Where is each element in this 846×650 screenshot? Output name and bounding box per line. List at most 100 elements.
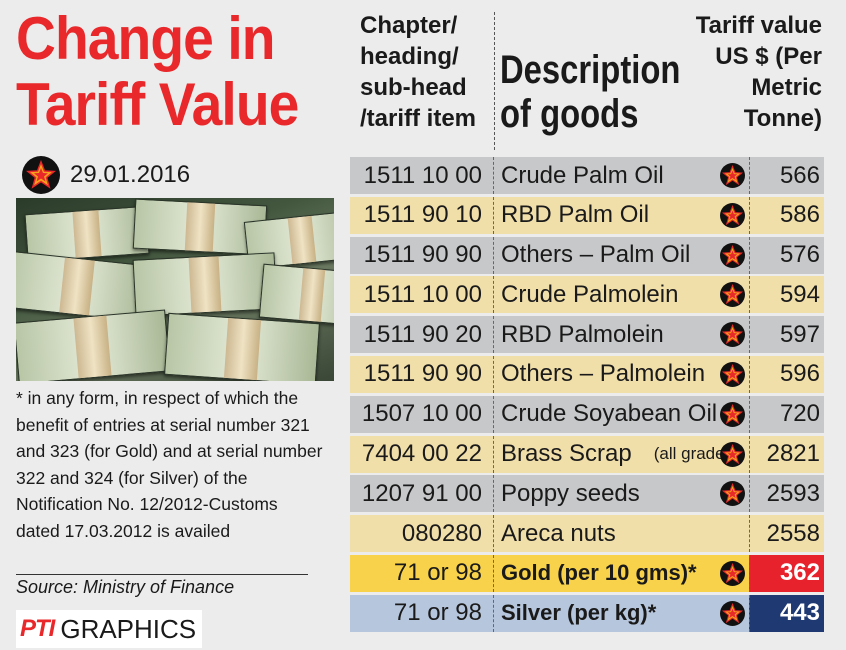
- header-description-line: of goods: [500, 92, 639, 136]
- goods-description: Others – Palmolein: [493, 355, 749, 393]
- tariff-value: 2821: [749, 435, 824, 473]
- tariff-code: 080280: [401, 519, 482, 547]
- header-description-line: Description: [500, 48, 681, 92]
- tariff-table: 1511 10 00 Crude Palm Oil 566 1511 90 10 RBD…: [350, 157, 824, 635]
- goods-description-text: Others – Palm Oil: [501, 241, 691, 269]
- header-code: Chapter/ heading/ sub-head /tariff item: [360, 10, 500, 134]
- header-code-line: heading/: [360, 43, 459, 70]
- tariff-code: 1511 90 20: [363, 320, 482, 348]
- tariff-value: 443: [749, 594, 824, 632]
- goods-description: RBD Palm Oil: [493, 196, 749, 234]
- header-code-line: /tariff item: [360, 105, 477, 132]
- tariff-code: 71 or 98: [393, 559, 482, 587]
- title: Change in Tariff Value: [16, 6, 346, 138]
- goods-description-text: Crude Palmolein: [501, 280, 679, 308]
- tariff-code: 1511 90 90: [363, 241, 482, 269]
- table-row: 1511 90 90 Others – Palmolein 596: [350, 355, 824, 393]
- table-row: 1511 10 00 Crude Palm Oil 566: [350, 157, 824, 194]
- date-row: 29.01.2016: [22, 155, 190, 195]
- header-value-line: Metric: [751, 74, 822, 101]
- tariff-code: 1511 10 00: [363, 280, 482, 308]
- goods-description-text: Areca nuts: [501, 519, 616, 547]
- goods-description-note: (all grades): [653, 444, 739, 464]
- goods-description-text: Gold (per 10 gms)*: [501, 560, 697, 586]
- star-icon: [720, 401, 745, 427]
- source-credit: Source: Ministry of Finance: [16, 577, 235, 597]
- tariff-value: 596: [749, 355, 824, 393]
- header-value-line: US $ (Per: [715, 43, 822, 70]
- header-divider: [494, 12, 495, 150]
- goods-description-text: Poppy seeds: [501, 479, 640, 507]
- star-icon: [22, 156, 60, 194]
- tariff-code: 1511 10 00: [363, 161, 482, 189]
- tariff-value: 566: [749, 157, 824, 194]
- tariff-code: 1207 91 00: [361, 479, 482, 507]
- currency-photo: [16, 198, 334, 381]
- table-row: 1207 91 00 Poppy seeds 2593: [350, 475, 824, 513]
- star-icon: [720, 322, 745, 348]
- tariff-code: 1511 90 10: [363, 201, 482, 229]
- tariff-value: 586: [749, 196, 824, 234]
- goods-description: Crude Palmolein: [493, 276, 749, 314]
- tariff-code: 1507 10 00: [361, 400, 482, 428]
- tariff-value: 720: [749, 395, 824, 433]
- goods-description-text: RBD Palmolein: [501, 320, 664, 348]
- header-value-line: Tonne): [743, 105, 822, 132]
- divider: [16, 574, 308, 575]
- star-icon: [720, 361, 745, 387]
- table-row: 1507 10 00 Crude Soyabean Oil 720: [350, 395, 824, 433]
- goods-description: Poppy seeds: [493, 475, 749, 513]
- header-description: Description of goods: [500, 48, 681, 136]
- star-icon: [720, 560, 745, 586]
- star-icon: [720, 600, 745, 626]
- goods-description: Areca nuts: [493, 515, 749, 553]
- star-icon: [720, 481, 745, 507]
- header-code-line: sub-head: [360, 74, 467, 101]
- table-row: 1511 90 10 RBD Palm Oil 586: [350, 196, 824, 234]
- footnote: * in any form, in respect of which the b…: [16, 388, 323, 541]
- table-row: 1511 10 00 Crude Palmolein 594: [350, 276, 824, 314]
- goods-description: Silver (per kg)*: [493, 594, 749, 632]
- tariff-value: 576: [749, 236, 824, 274]
- table-row: 71 or 98 Gold (per 10 gms)* 362: [350, 554, 824, 592]
- pti-graphics-logo: PTI GRAPHICS: [16, 610, 202, 648]
- tariff-code: 1511 90 90: [363, 360, 482, 388]
- goods-description: Brass Scrap (all grades): [493, 435, 749, 473]
- goods-description-text: Crude Palm Oil: [501, 161, 664, 189]
- tariff-value: 597: [749, 316, 824, 354]
- date: 29.01.2016: [70, 161, 191, 188]
- table-row: 7404 00 22 Brass Scrap (all grades) 2821: [350, 435, 824, 473]
- pti-logo-text: PTI: [20, 615, 55, 642]
- tariff-code: 7404 00 22: [361, 440, 482, 468]
- tariff-value: 594: [749, 276, 824, 314]
- goods-description: RBD Palmolein: [493, 316, 749, 354]
- title-line-1: Change in: [16, 5, 275, 72]
- title-line-2: Tariff Value: [16, 71, 299, 138]
- table-row: 71 or 98 Silver (per kg)* 443: [350, 594, 824, 632]
- table-row: 080280 Areca nuts 2558: [350, 515, 824, 553]
- goods-description: Crude Soyabean Oil: [493, 395, 749, 433]
- goods-description-text: Crude Soyabean Oil: [501, 400, 718, 428]
- tariff-value: 362: [749, 554, 824, 592]
- table-row: 1511 90 20 RBD Palmolein 597: [350, 316, 824, 354]
- goods-description-text: Brass Scrap: [501, 440, 632, 468]
- star-icon: [720, 441, 745, 467]
- header-value: Tariff value US $ (Per Metric Tonne): [662, 10, 822, 134]
- goods-description: Crude Palm Oil: [493, 157, 749, 194]
- goods-description: Gold (per 10 gms)*: [493, 554, 749, 592]
- star-icon: [720, 242, 745, 268]
- tariff-value: 2593: [749, 475, 824, 513]
- goods-description: Others – Palm Oil: [493, 236, 749, 274]
- tariff-value: 2558: [749, 515, 824, 553]
- star-icon: [720, 282, 745, 308]
- star-icon: [720, 163, 745, 188]
- goods-description-text: Silver (per kg)*: [501, 600, 657, 626]
- header-code-line: Chapter/: [360, 12, 458, 39]
- goods-description-text: RBD Palm Oil: [501, 201, 650, 229]
- tariff-code: 71 or 98: [393, 599, 482, 627]
- header-value-line: Tariff value: [695, 12, 822, 39]
- goods-description-text: Others – Palmolein: [501, 360, 706, 388]
- table-row: 1511 90 90 Others – Palm Oil 576: [350, 236, 824, 274]
- star-icon: [720, 202, 745, 228]
